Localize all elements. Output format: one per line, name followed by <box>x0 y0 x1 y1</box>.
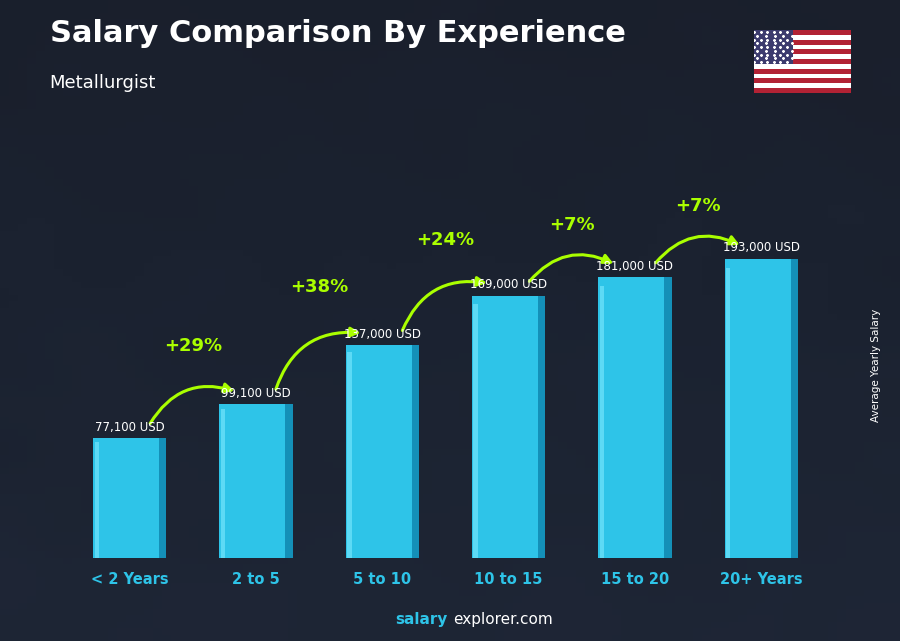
Bar <box>754 40 851 45</box>
Bar <box>159 438 166 558</box>
Text: +7%: +7% <box>549 216 595 234</box>
Bar <box>599 286 604 558</box>
Bar <box>754 88 851 93</box>
Text: Salary Comparison By Experience: Salary Comparison By Experience <box>50 19 625 48</box>
Bar <box>754 49 851 54</box>
Text: +24%: +24% <box>417 231 474 249</box>
Text: Average Yearly Salary: Average Yearly Salary <box>870 309 881 422</box>
Bar <box>538 296 545 558</box>
FancyArrowPatch shape <box>529 254 610 281</box>
Bar <box>220 409 225 558</box>
Bar <box>347 352 352 558</box>
Text: 169,000 USD: 169,000 USD <box>470 278 547 291</box>
Bar <box>94 438 159 558</box>
Text: 181,000 USD: 181,000 USD <box>597 260 673 272</box>
FancyArrowPatch shape <box>276 328 357 389</box>
Text: +7%: +7% <box>675 197 721 215</box>
Text: 193,000 USD: 193,000 USD <box>723 241 800 254</box>
Text: 137,000 USD: 137,000 USD <box>344 328 421 341</box>
Text: 77,100 USD: 77,100 USD <box>94 420 165 433</box>
Bar <box>754 30 793 64</box>
Text: 99,100 USD: 99,100 USD <box>221 387 291 399</box>
Bar <box>754 64 851 69</box>
FancyArrowPatch shape <box>656 236 737 263</box>
Bar <box>754 83 851 88</box>
Bar <box>790 259 798 558</box>
Bar <box>754 30 851 35</box>
Text: explorer.com: explorer.com <box>453 612 553 627</box>
Bar <box>94 442 99 558</box>
FancyArrowPatch shape <box>402 278 483 331</box>
Bar <box>472 296 538 558</box>
Bar <box>754 78 851 83</box>
Bar <box>285 404 292 558</box>
Bar <box>724 259 790 558</box>
Text: +38%: +38% <box>290 278 348 296</box>
Bar <box>220 404 285 558</box>
Bar <box>754 45 851 49</box>
Text: Metallurgist: Metallurgist <box>50 74 156 92</box>
Text: salary: salary <box>395 612 447 627</box>
Bar <box>664 278 671 558</box>
Bar <box>754 35 851 40</box>
Bar <box>754 59 851 64</box>
Bar <box>754 69 851 74</box>
Text: +29%: +29% <box>164 337 222 354</box>
Bar <box>754 54 851 59</box>
FancyArrowPatch shape <box>150 384 231 424</box>
Bar <box>726 268 731 558</box>
Bar <box>411 345 419 558</box>
Bar <box>473 304 478 558</box>
Bar <box>598 278 664 558</box>
Bar <box>754 74 851 78</box>
Bar <box>346 345 411 558</box>
